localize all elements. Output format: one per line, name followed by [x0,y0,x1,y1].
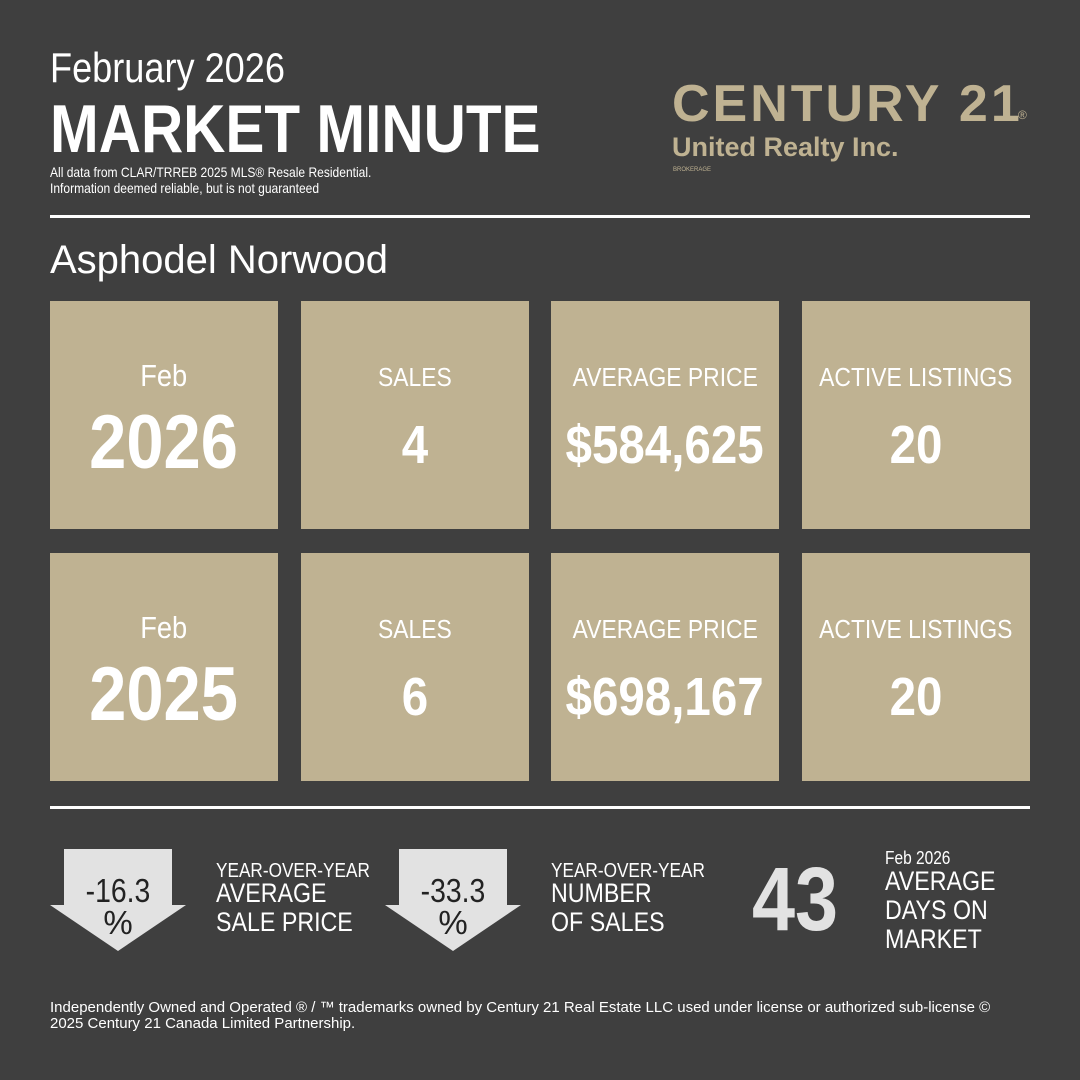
down-arrow: -16.3% [50,849,186,951]
divider [50,215,1030,218]
footer: Independently Owned and Operated ® / ™ t… [50,999,991,1032]
stat-value: 6 [401,667,429,727]
change-label: SALE PRICE [216,907,353,937]
period-month: Feb [140,610,188,645]
change-value: -33.3 [420,872,486,909]
month-title: February 2026 [50,44,285,91]
stat-card: AVERAGE PRICE $698,167 [551,553,779,781]
change-label: OF SALES [551,907,665,937]
days-label: DAYS ON [885,895,988,925]
stat-card: AVERAGE PRICE $584,625 [551,301,779,529]
logo-brand: CENTURY 21 [672,75,1023,133]
stat-label: AVERAGE PRICE [572,614,758,644]
days-label: MARKET [885,924,982,954]
logo-office: United Realty Inc. [672,132,899,162]
stat-value: 20 [889,415,943,475]
stat-card: SALES 4 [301,301,529,529]
down-arrow: -33.3% [385,849,521,951]
arrow-shape [385,849,521,951]
change-label: NUMBER [551,878,652,908]
change-label: AVERAGE [216,878,327,908]
stat-value: $698,167 [565,667,765,727]
period-year: 2026 [89,400,239,485]
change-value: -16.3 [85,872,151,909]
days-value: 43 [752,850,839,950]
stat-label: ACTIVE LISTINGS [819,614,1013,644]
change-unit: % [438,904,468,941]
stat-label: AVERAGE PRICE [572,362,758,392]
stat-label: ACTIVE LISTINGS [819,362,1013,392]
note: Information deemed reliable, but is not … [50,180,320,196]
stat-label: SALES [378,614,452,644]
stat-card: ACTIVE LISTINGS 20 [802,553,1030,781]
period-year: 2025 [89,652,239,737]
stat-card: ACTIVE LISTINGS 20 [802,301,1030,529]
period-card: Feb 2025 [50,553,278,781]
days-label: AVERAGE [885,866,996,896]
stat-card: SALES 6 [301,553,529,781]
logo-mark: ® [1018,108,1027,122]
change-label: YEAR-OVER-YEAR [551,860,705,882]
stat-label: SALES [378,362,452,392]
stat-value: $584,625 [565,415,765,475]
stat-value: 4 [401,415,429,475]
title: MARKET MINUTE [50,91,541,167]
days-period: Feb 2026 [885,848,951,868]
note: All data from CLAR/TRREB 2025 MLS® Resal… [50,164,372,180]
change-label: YEAR-OVER-YEAR [216,860,370,882]
divider [50,806,1030,809]
stat-value: 20 [889,667,943,727]
logo-tag: BROKERAGE [673,167,712,173]
change-unit: % [103,904,133,941]
arrow-shape [50,849,186,951]
region: Asphodel Norwood [50,238,388,282]
period-card: Feb 2026 [50,301,278,529]
period-month: Feb [140,358,188,393]
